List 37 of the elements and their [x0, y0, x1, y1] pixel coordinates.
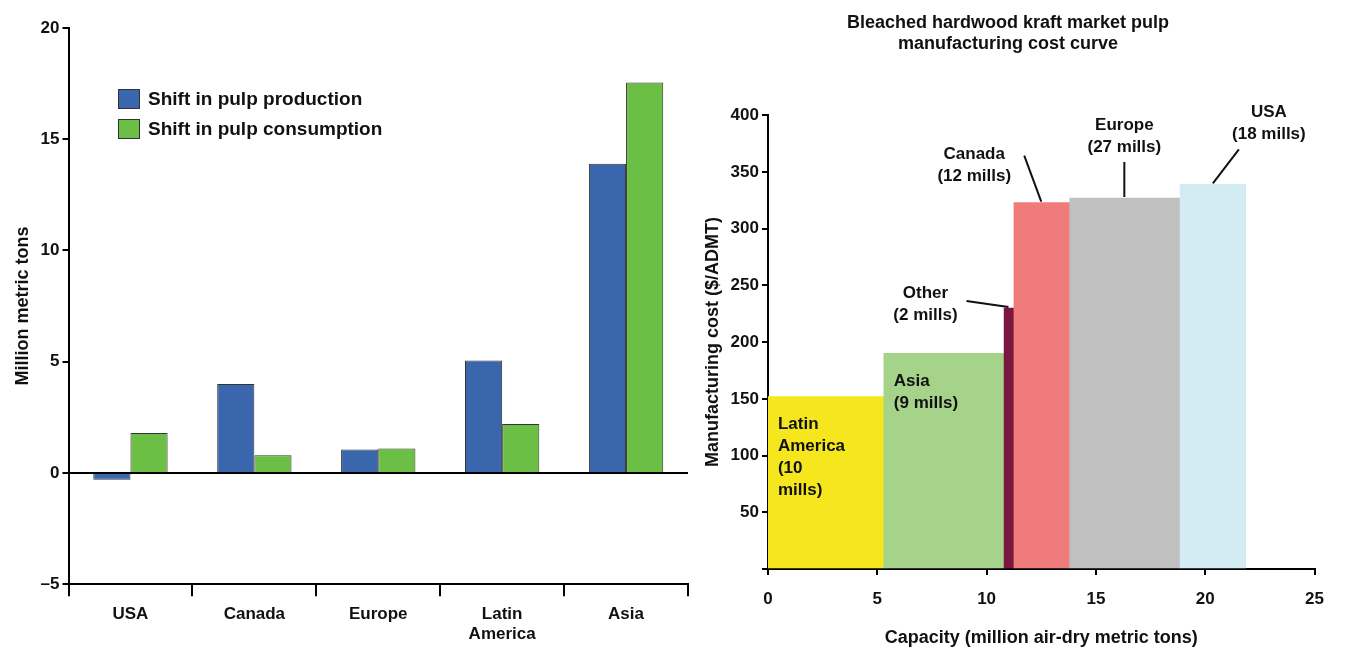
y-tick-label: 10 [40, 240, 60, 260]
y-tick-label: 350 [730, 161, 759, 181]
y-tick-label: 100 [730, 445, 759, 465]
y-axis-title: Million metric tons [11, 226, 32, 386]
annotation: Other (2 mills) [893, 282, 958, 324]
x-tick-label: 15 [1086, 588, 1106, 608]
x-tick-label: 0 [763, 588, 773, 608]
annotation: Europe (27 mills) [1087, 114, 1162, 156]
y-tick-label: 0 [50, 462, 60, 482]
x-tick-label: Latin America [468, 604, 537, 644]
x-tick-label: Europe [348, 604, 408, 624]
y-tick-label: 400 [730, 104, 759, 124]
x-axis-title: Capacity (million air-dry metric tons) [884, 627, 1198, 648]
x-tick-label: 20 [1195, 588, 1215, 608]
y-tick-label: 15 [40, 128, 60, 148]
chart-title: Bleached hardwood kraft market pulp manufacturing cost curve [846, 11, 1170, 54]
legend-label: Shift in pulp production [148, 88, 363, 110]
annotation: USA (18 mills) [1232, 102, 1306, 144]
x-tick-label: 5 [872, 588, 883, 608]
x-tick-label: 10 [977, 588, 997, 608]
x-tick-label: Asia [608, 604, 645, 624]
legend-label: Shift in pulp consumption [148, 118, 383, 140]
y-tick-label: 5 [50, 351, 60, 371]
y-tick-label: 20 [40, 17, 60, 37]
y-tick-label: 200 [730, 331, 759, 351]
annotation: Asia (9 mills) [893, 371, 959, 413]
y-tick-label: 150 [730, 388, 759, 408]
x-tick-label: Canada [223, 604, 286, 624]
y-tick-label: 50 [740, 501, 759, 521]
y-tick-label: 250 [730, 275, 759, 295]
y-axis-title: Manufacturing cost ($/ADMT) [701, 217, 722, 468]
annotation: Canada (12 mills) [937, 144, 1012, 186]
x-tick-label: 25 [1305, 588, 1325, 608]
x-tick-label: USA [112, 604, 149, 624]
annotation: Latin America (10 mills) [777, 414, 846, 500]
y-tick-label: –5 [40, 573, 60, 593]
y-tick-label: 300 [730, 218, 759, 238]
